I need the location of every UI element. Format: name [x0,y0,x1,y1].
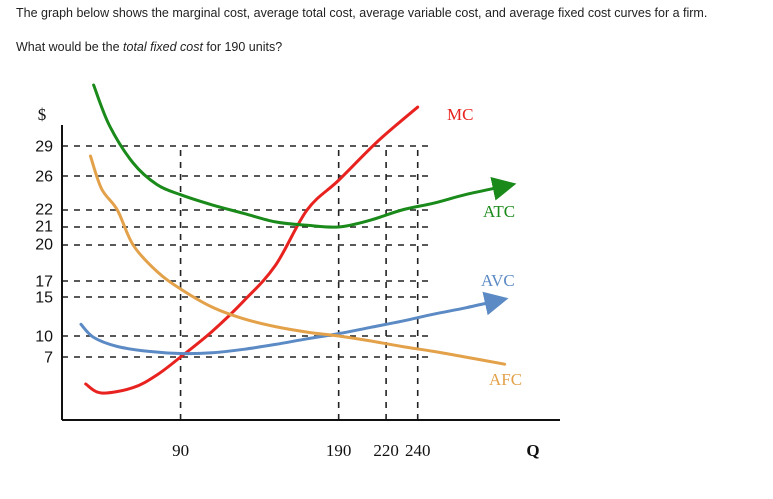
y-tick-label: 17 [35,274,53,291]
y-tick-label: 10 [35,329,53,346]
afc-curve [88,154,507,366]
y-axis-label: $ [38,105,47,124]
avc-curve [79,291,509,356]
avc-label: AVC [481,271,515,290]
x-tick-label: 190 [326,441,352,460]
y-tick-label: 29 [35,139,53,156]
x-tick-label: 220 [373,441,399,460]
question-text-start: What would be the [16,40,124,54]
x-tick-label: 240 [405,441,431,460]
mc-label: MC [447,105,473,124]
x-tick-label: 90 [172,441,189,460]
y-tick-label: 20 [35,237,53,254]
y-tick-label: 22 [35,202,53,219]
chart-labels: MC ATC AVC AFC [447,105,522,389]
afc-label: AFC [489,370,522,389]
y-tick-label: 21 [35,219,53,236]
atc-curve [92,83,517,229]
atc-label: ATC [483,202,515,221]
y-tick-label: 7 [44,350,53,367]
reference-lines [62,145,430,420]
question-text-end: for 190 units? [202,40,283,54]
y-tick-label: 26 [35,169,53,186]
question-line-2: What would be the total fixed cost for 1… [16,40,282,54]
question-emphasis: total fixed cost [123,40,203,54]
question-line-1: The graph below shows the marginal cost,… [16,6,708,20]
y-tick-label: 15 [35,290,53,307]
cost-curves [79,83,517,395]
x-axis-label: Q [526,441,539,460]
